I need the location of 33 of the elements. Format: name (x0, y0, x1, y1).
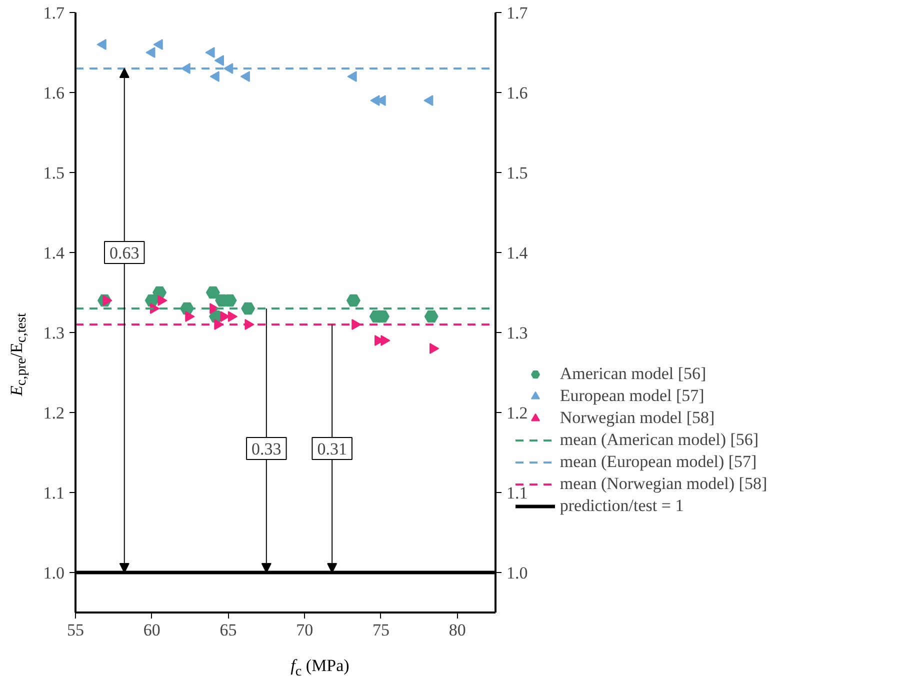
x-tick-label: 65 (220, 620, 237, 640)
x-tick-label: 75 (372, 620, 390, 640)
legend-label: European model [57] (560, 386, 704, 406)
y2-tick-label: 1.6 (506, 84, 528, 102)
y-tick-label: 1.1 (43, 484, 64, 502)
annotation: 0.33 (252, 440, 282, 458)
x-tick-label: 70 (296, 620, 314, 640)
annotation: 0.31 (317, 440, 347, 458)
legend-label: American model [56] (560, 364, 706, 384)
y2-tick-label: 1.4 (506, 244, 528, 262)
y2-tick-label: 1.3 (506, 324, 528, 342)
y-tick-label: 1.5 (43, 164, 64, 182)
y2-tick-label: 1.5 (506, 164, 528, 182)
y2-tick-label: 1.1 (506, 484, 528, 502)
y-tick-label: 1.4 (43, 244, 65, 262)
legend-label: mean (American model) [56] (560, 430, 759, 450)
y-tick-label: 1.3 (43, 324, 64, 342)
legend-label: Norwegian model [58] (560, 408, 715, 428)
x-axis-title: f$_{c}$ (MPa) (290, 655, 350, 682)
annotation: 0.63 (110, 244, 140, 262)
legend-label: prediction/test = 1 (560, 496, 684, 516)
y2-tick-label: 1.2 (506, 404, 528, 422)
y-tick-label: 1.2 (43, 404, 64, 422)
y-tick-label: 1.7 (43, 4, 65, 22)
y2-tick-label: 1.7 (506, 4, 528, 22)
x-tick-label: 60 (143, 620, 160, 640)
legend-label: mean (European model) [57] (560, 452, 757, 472)
legend-label: mean (Norwegian model) [58] (560, 474, 768, 494)
y2-tick-label: 1.0 (506, 564, 528, 582)
x-tick-label: 55 (67, 620, 84, 640)
y-tick-label: 1.0 (43, 564, 64, 582)
y-tick-label: 1.6 (43, 84, 64, 102)
x-tick-label: 80 (448, 620, 466, 640)
